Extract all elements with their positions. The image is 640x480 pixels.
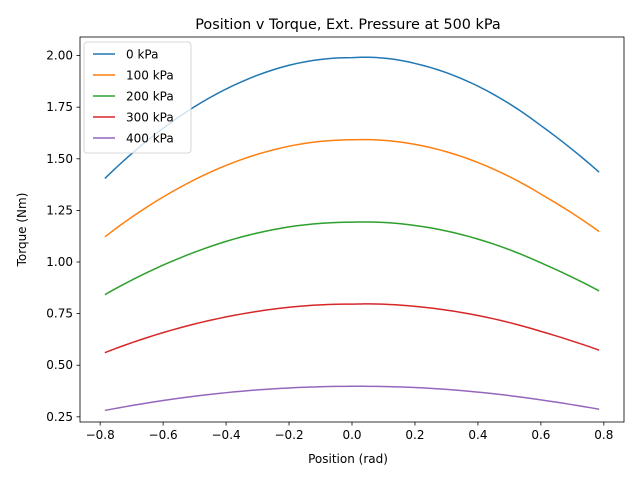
legend-label: 0 kPa	[126, 48, 158, 62]
x-tick-label: −0.8	[86, 428, 115, 442]
y-tick-label: 0.25	[46, 410, 73, 424]
series-line-4	[104, 385, 600, 412]
plot-area	[104, 56, 600, 412]
y-axis-label: Torque (Nm)	[15, 193, 29, 268]
x-tick-label: −0.6	[149, 428, 178, 442]
chart-title: Position v Torque, Ext. Pressure at 500 …	[195, 17, 500, 33]
y-tick-label: 1.25	[46, 203, 73, 217]
series-line-2	[104, 221, 600, 296]
x-tick-label: 0.0	[342, 428, 361, 442]
legend-label: 200 kPa	[126, 90, 174, 104]
x-tick-label: 0.8	[594, 428, 613, 442]
y-tick-label: 2.00	[46, 49, 73, 63]
plot-frame	[79, 36, 625, 423]
legend-box	[83, 41, 192, 154]
y-tick-label: 0.75	[46, 307, 73, 321]
x-tick-label: −0.2	[274, 428, 303, 442]
legend-label: 400 kPa	[126, 132, 174, 146]
x-tick-label: 0.6	[531, 428, 550, 442]
x-tick-label: −0.4	[212, 428, 241, 442]
x-tick-label: 0.4	[468, 428, 487, 442]
series-line-1	[104, 138, 600, 238]
y-axis: 0.25 0.50 0.75 1.00 1.25 1.50 1.75 2.00	[46, 49, 80, 424]
x-tick-label: 0.2	[405, 428, 424, 442]
x-axis-label: Position (rad)	[308, 452, 388, 466]
legend-label: 300 kPa	[126, 111, 174, 125]
y-tick-label: 1.00	[46, 255, 73, 269]
series-line-3	[104, 303, 600, 354]
y-tick-label: 1.50	[46, 152, 73, 166]
y-tick-label: 0.50	[46, 358, 73, 372]
legend: 0 kPa 100 kPa 200 kPa 300 kPa 400 kPa	[83, 41, 192, 154]
legend-label: 100 kPa	[126, 69, 174, 83]
x-axis: −0.8 −0.6 −0.4 −0.2 0.0 0.2 0.4 0.6 0.8	[86, 422, 613, 442]
y-tick-label: 1.75	[46, 100, 73, 114]
series-line-0	[104, 56, 600, 179]
